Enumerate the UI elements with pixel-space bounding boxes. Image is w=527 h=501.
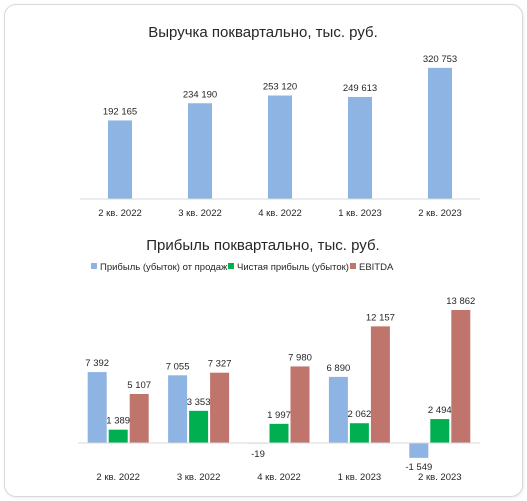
profit-bar-label: 3 353	[187, 397, 211, 408]
profit-bar-label: 1 997	[267, 410, 291, 421]
revenue-category-label: 2 кв. 2022	[98, 208, 142, 219]
profit-bar-series-3	[290, 366, 310, 443]
profit-bar-series-3	[370, 326, 390, 443]
revenue-bar	[108, 120, 132, 199]
legend-entry: EBITDA	[359, 262, 394, 273]
revenue-category-label: 2 кв. 2023	[418, 208, 462, 219]
revenue-chart-title: Выручка поквартально, тыс. руб.	[148, 24, 378, 41]
revenue-bar-label: 253 120	[263, 82, 297, 93]
profit-bar-label: 12 157	[366, 312, 395, 323]
profit-chart-title: Прибыль поквартально, тыс. руб.	[146, 237, 379, 254]
revenue-category-label: 3 кв. 2022	[178, 208, 222, 219]
profit-bar-series-2	[189, 410, 209, 443]
revenue-chart: Выручка поквартально, тыс. руб. 192 165 2…	[80, 24, 480, 219]
revenue-bar	[348, 96, 372, 199]
profit-bar-series-3	[129, 394, 149, 443]
revenue-bar	[428, 67, 452, 200]
profit-legend: Прибыль (убыток) от продаж Чистая прибыль…	[91, 262, 394, 273]
profit-bar-label: 7 392	[85, 358, 109, 369]
profit-bar-label: -19	[251, 449, 265, 460]
profit-bar-label: -1 549	[405, 462, 432, 473]
legend-swatch	[228, 263, 234, 269]
profit-category-label: 4 кв. 2022	[257, 472, 301, 483]
revenue-category-label: 4 кв. 2022	[258, 208, 302, 219]
profit-bar-label: 7 327	[208, 359, 232, 370]
profit-bar-label: 2 062	[348, 409, 372, 420]
legend-entry: Прибыль (убыток) от продаж	[100, 262, 228, 273]
profit-bar-series-1	[168, 375, 188, 443]
profit-bar-series-3	[451, 310, 471, 443]
profit-category-label: 1 кв. 2023	[338, 472, 382, 483]
legend-swatch	[91, 263, 97, 269]
profit-bar-series-2	[269, 423, 289, 443]
profit-bar-label: 1 389	[106, 416, 130, 427]
revenue-bar-label: 192 165	[103, 106, 137, 117]
profit-bar-label: 2 494	[428, 405, 452, 416]
profit-bar-label: 7 055	[166, 361, 190, 372]
profit-category-label: 2 кв. 2022	[96, 472, 140, 483]
profit-bar-label: 13 862	[446, 296, 475, 307]
revenue-bar-label: 320 753	[423, 54, 457, 65]
profit-bar-series-2	[430, 419, 450, 443]
revenue-bar-label: 249 613	[343, 83, 377, 94]
profit-bar-series-3	[210, 372, 230, 443]
profit-bar-label: 6 890	[327, 363, 351, 374]
legend-entry: Чистая прибыль (убыток)	[237, 262, 349, 273]
profit-bar-series-1	[328, 376, 348, 443]
profit-category-label: 2 кв. 2023	[418, 472, 462, 483]
revenue-category-label: 1 кв. 2023	[338, 208, 382, 219]
legend-swatch	[350, 263, 356, 269]
revenue-bar	[188, 103, 212, 199]
profit-bar-series-2	[349, 423, 369, 443]
profit-chart: Прибыль поквартально, тыс. руб. Прибыль …	[78, 237, 480, 483]
profit-bar-label: 7 980	[288, 352, 312, 363]
profit-category-label: 3 кв. 2022	[177, 472, 221, 483]
profit-bar-series-1	[87, 372, 107, 443]
profit-bar-series-2	[108, 429, 128, 443]
revenue-bar	[268, 95, 292, 199]
revenue-bar-label: 234 190	[183, 89, 217, 100]
profit-bar-label: 5 107	[127, 380, 151, 391]
profit-bar-series-1	[409, 443, 429, 458]
